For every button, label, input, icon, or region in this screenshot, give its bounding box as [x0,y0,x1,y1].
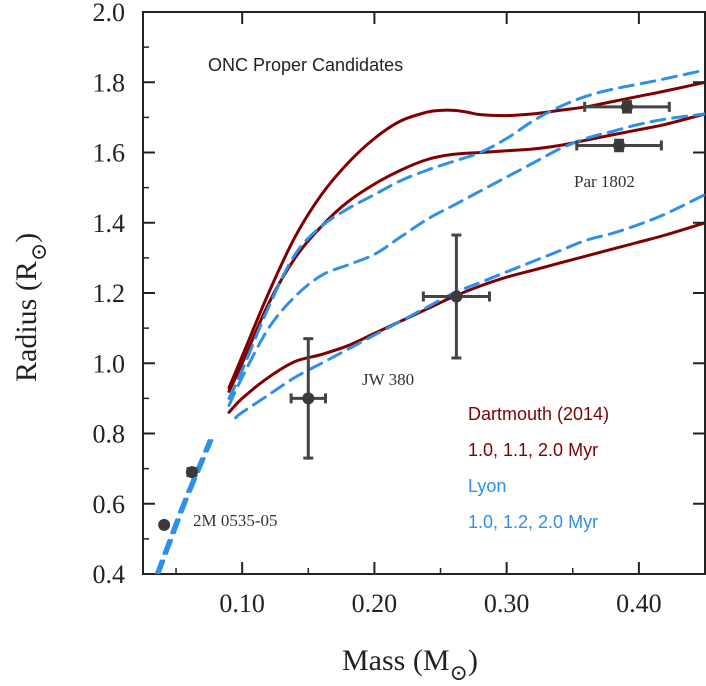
legend-entry-dartmouth-ages: 1.0, 1.1, 2.0 Myr [468,440,598,460]
data-point-3 [421,233,491,360]
legend: Dartmouth (2014) 1.0, 1.1, 2.0 Myr Lyon … [468,404,609,532]
point-label-jw380: JW 380 [362,370,414,389]
data-point-1 [185,466,198,479]
series-line-lyon-3 [227,68,705,400]
point-marker-1 [185,466,198,479]
x-axis-label: Mass (M⊙) [342,644,478,685]
x-tick-label-1: 0.20 [352,589,398,618]
y-tick-label-0: 0.4 [93,560,126,589]
legend-entry-lyon-ages: 1.0, 1.2, 2.0 Myr [468,512,598,532]
point-marker-2 [302,392,315,405]
data-point-5 [575,138,663,153]
y-tick-label-7: 1.8 [93,68,126,97]
y-tick-label-4: 1.2 [93,279,126,308]
ticks-layer: 0.10 0.20 0.30 0.40 0.4 0.6 0.8 1.0 1.2 1.4 1.6 1.8… [93,0,706,618]
point-marker-0 [158,518,171,531]
y-tick-label-3: 1.0 [93,349,126,378]
y-tick-label-6: 1.6 [93,139,126,168]
legend-entry-dartmouth: Dartmouth (2014) [468,404,609,424]
point-label-par1802: Par 1802 [574,172,635,191]
x-tick-label-0: 0.10 [219,589,265,618]
series-line-lyon-5 [234,193,705,420]
data-point-2 [289,337,327,460]
chart-title: ONC Proper Candidates [208,55,403,75]
series-line-dartmouth-0 [227,80,705,390]
series-line-lyon-7 [157,439,214,574]
y-tick-label-2: 0.8 [93,420,126,449]
x-tick-label-3: 0.40 [616,589,662,618]
x-tick-label-2: 0.30 [484,589,530,618]
point-marker-4 [620,100,633,113]
y-axis-label: Radius (R⊙) [10,233,51,382]
point-label-2m0535: 2M 0535-05 [193,511,278,530]
legend-entry-lyon: Lyon [468,476,506,496]
y-tick-label-5: 1.4 [93,209,126,238]
point-marker-5 [613,139,626,152]
series-line-dartmouth-1 [227,112,705,393]
y-tick-label-8: 2.0 [93,0,126,27]
y-tick-label-1: 0.6 [93,490,126,519]
point-marker-3 [450,290,463,303]
series-line-lyon-4 [227,112,705,407]
data-point-4 [583,100,671,114]
points-layer [158,100,671,531]
data-point-0 [158,518,171,531]
series-line-lyon-6 [154,439,211,574]
